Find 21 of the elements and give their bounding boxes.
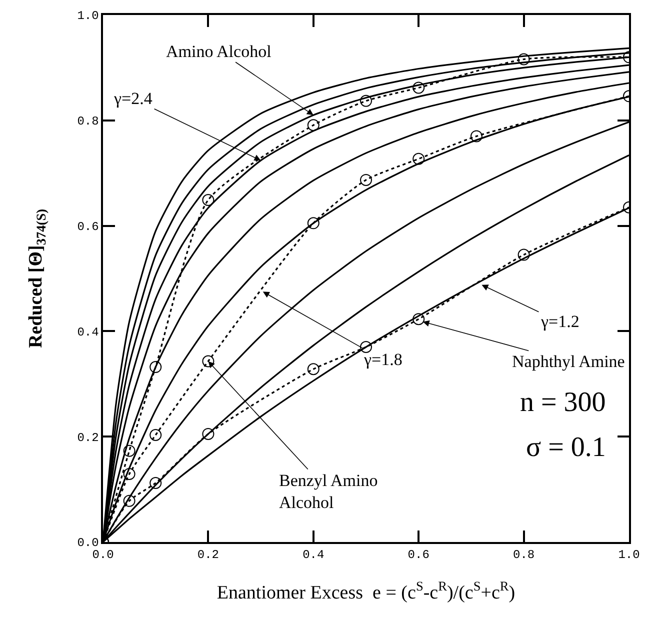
y-tick-label: 0.6 — [77, 220, 99, 234]
annotation: γ=1.8 — [363, 350, 402, 369]
text: Enantiomer Excess e = (c$^{S}$-c$^{R}$)/(c$^{S}$+c$^{R}$) — [216, 578, 516, 604]
y-tick-label: 0.2 — [77, 430, 99, 445]
x-tick-label: 0.0 — [92, 548, 114, 562]
x-tick-label: 0.2 — [197, 548, 220, 562]
x-tick-label: 0.6 — [408, 548, 430, 562]
annotation: Benzyl Amino Alcohol — [279, 471, 378, 512]
x-tick-label: 0.8 — [512, 548, 535, 562]
annotation: Amino Alcohol — [166, 42, 272, 61]
annotation: γ=2.4 — [113, 89, 153, 108]
y-tick-label: 0.0 — [77, 536, 99, 550]
y-tick-label: 1.0 — [77, 9, 99, 24]
x-tick-label: 1.0 — [618, 548, 640, 562]
annotation: Naphthyl Amine — [512, 352, 625, 371]
annotation: n = 300 — [520, 387, 606, 418]
y-tick-label: 0.8 — [77, 114, 99, 129]
y-tick-label: 0.4 — [77, 325, 99, 340]
x-tick-label: 0.4 — [302, 548, 324, 562]
annotation: γ=1.2 — [540, 312, 580, 331]
annotation: σ = 0.1 — [526, 432, 606, 463]
